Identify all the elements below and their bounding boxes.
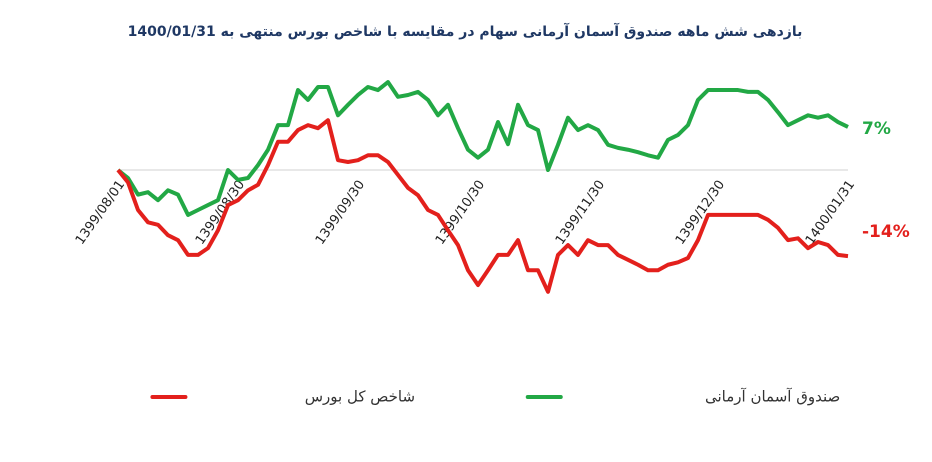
series-line	[116, 80, 849, 217]
x-tick-label: 1399/08/01	[73, 178, 128, 248]
legend-label: صندوق آسمان آرمانی	[705, 388, 840, 406]
series-line	[116, 118, 849, 294]
x-tick-label: 1399/10/30	[433, 178, 488, 248]
chart-title: بازدهی شش ماهه صندوق آسمان آرمانی سهام د…	[128, 22, 803, 40]
end-label: 7%	[862, 119, 891, 139]
end-label: -14%	[862, 222, 910, 242]
x-tick-label: 1399/11/30	[553, 178, 608, 248]
x-tick-label: 1399/09/30	[313, 178, 368, 248]
legend-label: شاخص کل بورس	[305, 388, 415, 406]
x-tick-label: 1400/01/31	[803, 178, 858, 248]
